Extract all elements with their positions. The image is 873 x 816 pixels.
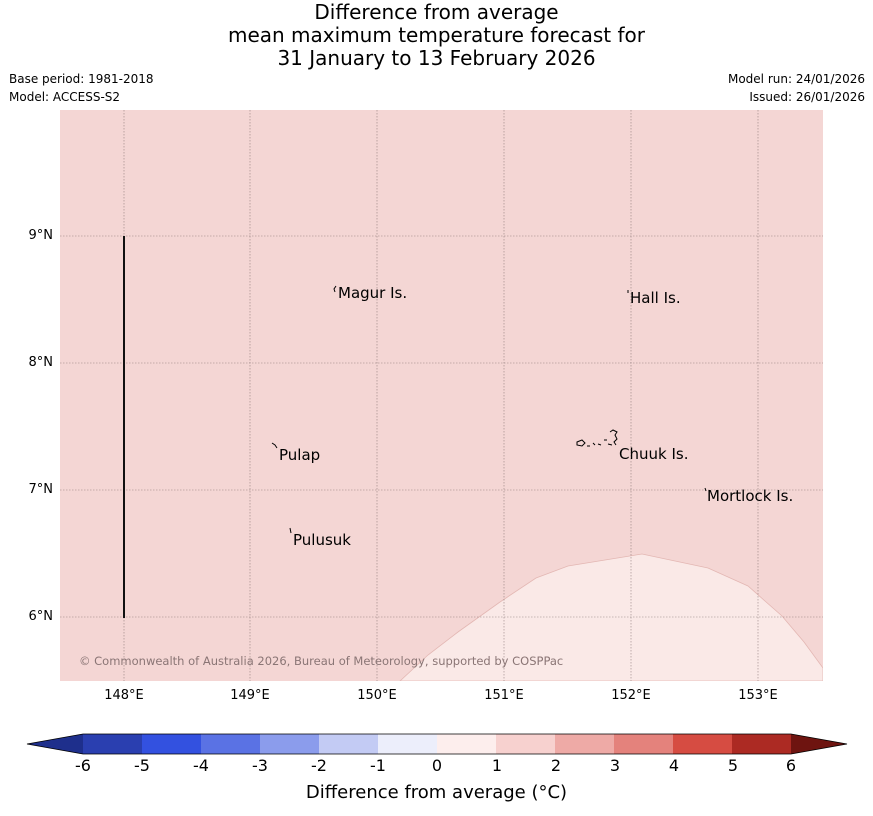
- island-outlines: [271, 285, 707, 534]
- colorbar-segment: [83, 734, 143, 754]
- cb-label-1: 1: [491, 756, 503, 775]
- issued-date: Issued: 26/01/2026: [749, 90, 865, 104]
- cb-label-0: 0: [431, 756, 443, 775]
- colorbar: [26, 733, 848, 755]
- model-run: Model run: 24/01/2026: [727, 72, 865, 86]
- colorbar-outline: [26, 733, 848, 755]
- colorbar-segment: [496, 734, 556, 754]
- cb-label-3: 3: [609, 756, 621, 775]
- colorbar-segment: [201, 734, 261, 754]
- colorbar-extend-high: [791, 734, 847, 754]
- model-name: Model: ACCESS-S2: [9, 90, 121, 104]
- cb-label-5: 5: [727, 756, 739, 775]
- cb-label-4: 4: [668, 756, 680, 775]
- place-label-chuuk: Chuuk Is.: [619, 445, 688, 463]
- colorbar-segment: [673, 734, 733, 754]
- y-tick-6n: 6°N: [28, 609, 54, 624]
- place-label-pulusuk: Pulusuk: [293, 531, 351, 549]
- colorbar-segment: [732, 734, 792, 754]
- title-line-1: Difference from average: [314, 0, 559, 24]
- y-tick-8n: 8°N: [28, 355, 54, 370]
- cb-label-minus4: -4: [193, 756, 209, 775]
- colorbar-segment: [555, 734, 615, 754]
- colorbar-segment: [437, 734, 497, 754]
- cb-label-2: 2: [550, 756, 562, 775]
- place-label-magur: Magur Is.: [338, 284, 407, 302]
- colorbar-segment: [378, 734, 438, 754]
- x-tick-148e: 148°E: [104, 688, 144, 703]
- y-tick-7n: 7°N: [28, 482, 54, 497]
- x-tick-149e: 149°E: [230, 688, 270, 703]
- cb-label-minus1: -1: [370, 756, 386, 775]
- copyright-notice: © Commonwealth of Australia 2026, Bureau…: [79, 654, 563, 668]
- title-line-2: mean maximum temperature forecast for: [227, 23, 645, 47]
- colorbar-segment: [614, 734, 674, 754]
- lower-anomaly-region: [399, 553, 823, 681]
- cb-label-minus2: -2: [311, 756, 327, 775]
- colorbar-extend-low: [27, 734, 83, 754]
- x-tick-153e: 153°E: [738, 688, 778, 703]
- colorbar-title: Difference from average (°C): [305, 782, 568, 803]
- place-label-pulap: Pulap: [279, 446, 320, 464]
- y-tick-9n: 9°N: [28, 228, 54, 243]
- x-tick-150e: 150°E: [357, 688, 397, 703]
- place-label-hall: Hall Is.: [630, 289, 681, 307]
- x-tick-152e: 152°E: [611, 688, 651, 703]
- cb-label-minus6: -6: [75, 756, 91, 775]
- title-line-3: 31 January to 13 February 2026: [277, 46, 596, 70]
- colorbar-segment: [319, 734, 379, 754]
- cb-label-6: 6: [785, 756, 797, 775]
- base-period: Base period: 1981-2018: [9, 72, 154, 86]
- x-tick-151e: 151°E: [484, 688, 524, 703]
- forecast-map: Magur Is. Hall Is. Pulap Chuuk Is. Mortl…: [60, 110, 823, 681]
- cb-label-minus5: -5: [134, 756, 150, 775]
- colorbar-segment: [260, 734, 320, 754]
- colorbar-segment: [142, 734, 202, 754]
- cb-label-minus3: -3: [252, 756, 268, 775]
- place-label-mortlock: Mortlock Is.: [707, 487, 793, 505]
